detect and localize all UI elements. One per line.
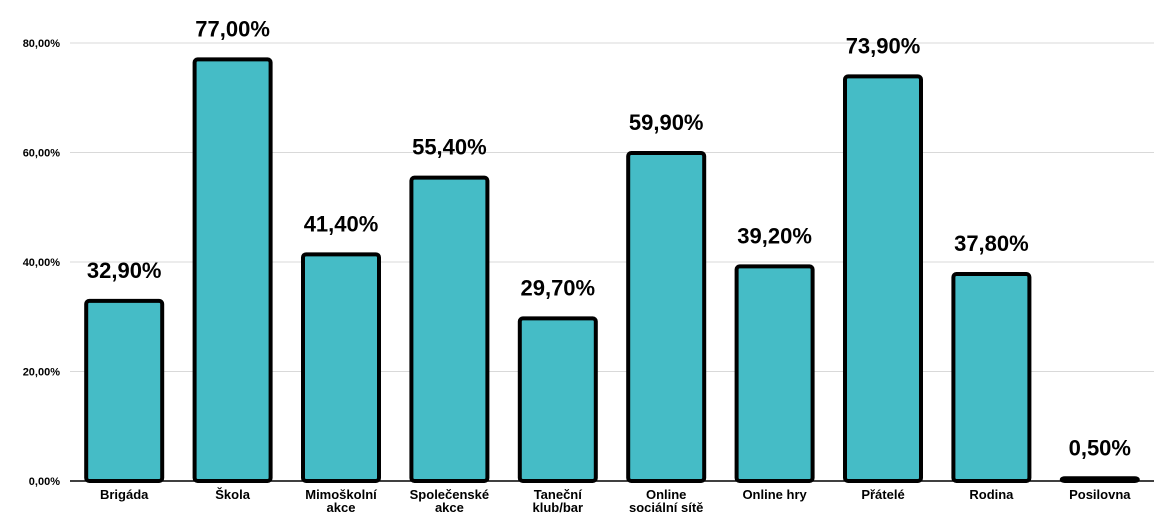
data-label: 41,40% — [304, 211, 379, 236]
bar — [84, 298, 165, 483]
x-axis-label: Škola — [215, 487, 250, 502]
x-axis-label: akce — [435, 500, 464, 515]
bar — [192, 57, 273, 484]
y-tick-label: 0,00% — [29, 476, 60, 488]
data-label: 32,90% — [87, 258, 162, 283]
x-axis-label: Rodina — [969, 487, 1014, 502]
y-tick-label: 20,00% — [23, 367, 61, 379]
bar — [626, 151, 707, 484]
bar — [734, 264, 815, 483]
x-axis-label: sociální sítě — [629, 500, 703, 515]
bars — [84, 57, 1140, 484]
data-label: 0,50% — [1069, 435, 1131, 460]
x-axis-label: Online hry — [742, 487, 807, 502]
data-label: 37,80% — [954, 231, 1029, 256]
x-axis-label: Posilovna — [1069, 487, 1131, 502]
bar — [409, 175, 490, 483]
x-axis-label: Brigáda — [100, 487, 149, 502]
data-label: 55,40% — [412, 135, 487, 160]
y-tick-label: 60,00% — [23, 148, 61, 160]
data-labels: 32,90% 77,00% 41,40% 55,40% 29,70% 59,90% 39,2… — [87, 16, 1131, 460]
data-label: 39,20% — [737, 223, 812, 248]
x-axis-label: Společenské — [410, 487, 490, 502]
bar — [517, 316, 598, 483]
x-axis-label: Mimoškolní — [305, 487, 377, 502]
x-axis-label: Online — [646, 487, 686, 502]
bar — [951, 272, 1032, 484]
data-label: 77,00% — [195, 16, 270, 41]
x-axis-label: Přátelé — [861, 487, 904, 502]
data-label: 73,90% — [846, 33, 921, 58]
bar — [843, 74, 923, 484]
data-label: 59,90% — [629, 110, 704, 135]
x-axis-labels: Brigáda Škola MimoškolníakceSpolečenskéakc… — [100, 487, 1131, 515]
data-label: 29,70% — [520, 275, 595, 300]
bar — [301, 252, 381, 483]
x-axis-label: Taneční — [534, 487, 583, 502]
y-axis-ticks: 0,00% 20,00% 40,00% 60,00% 80,00% — [23, 38, 61, 488]
x-axis-label: klub/bar — [533, 500, 584, 515]
x-axis-label: akce — [327, 500, 356, 515]
y-tick-label: 40,00% — [23, 257, 61, 269]
y-tick-label: 80,00% — [23, 38, 61, 50]
